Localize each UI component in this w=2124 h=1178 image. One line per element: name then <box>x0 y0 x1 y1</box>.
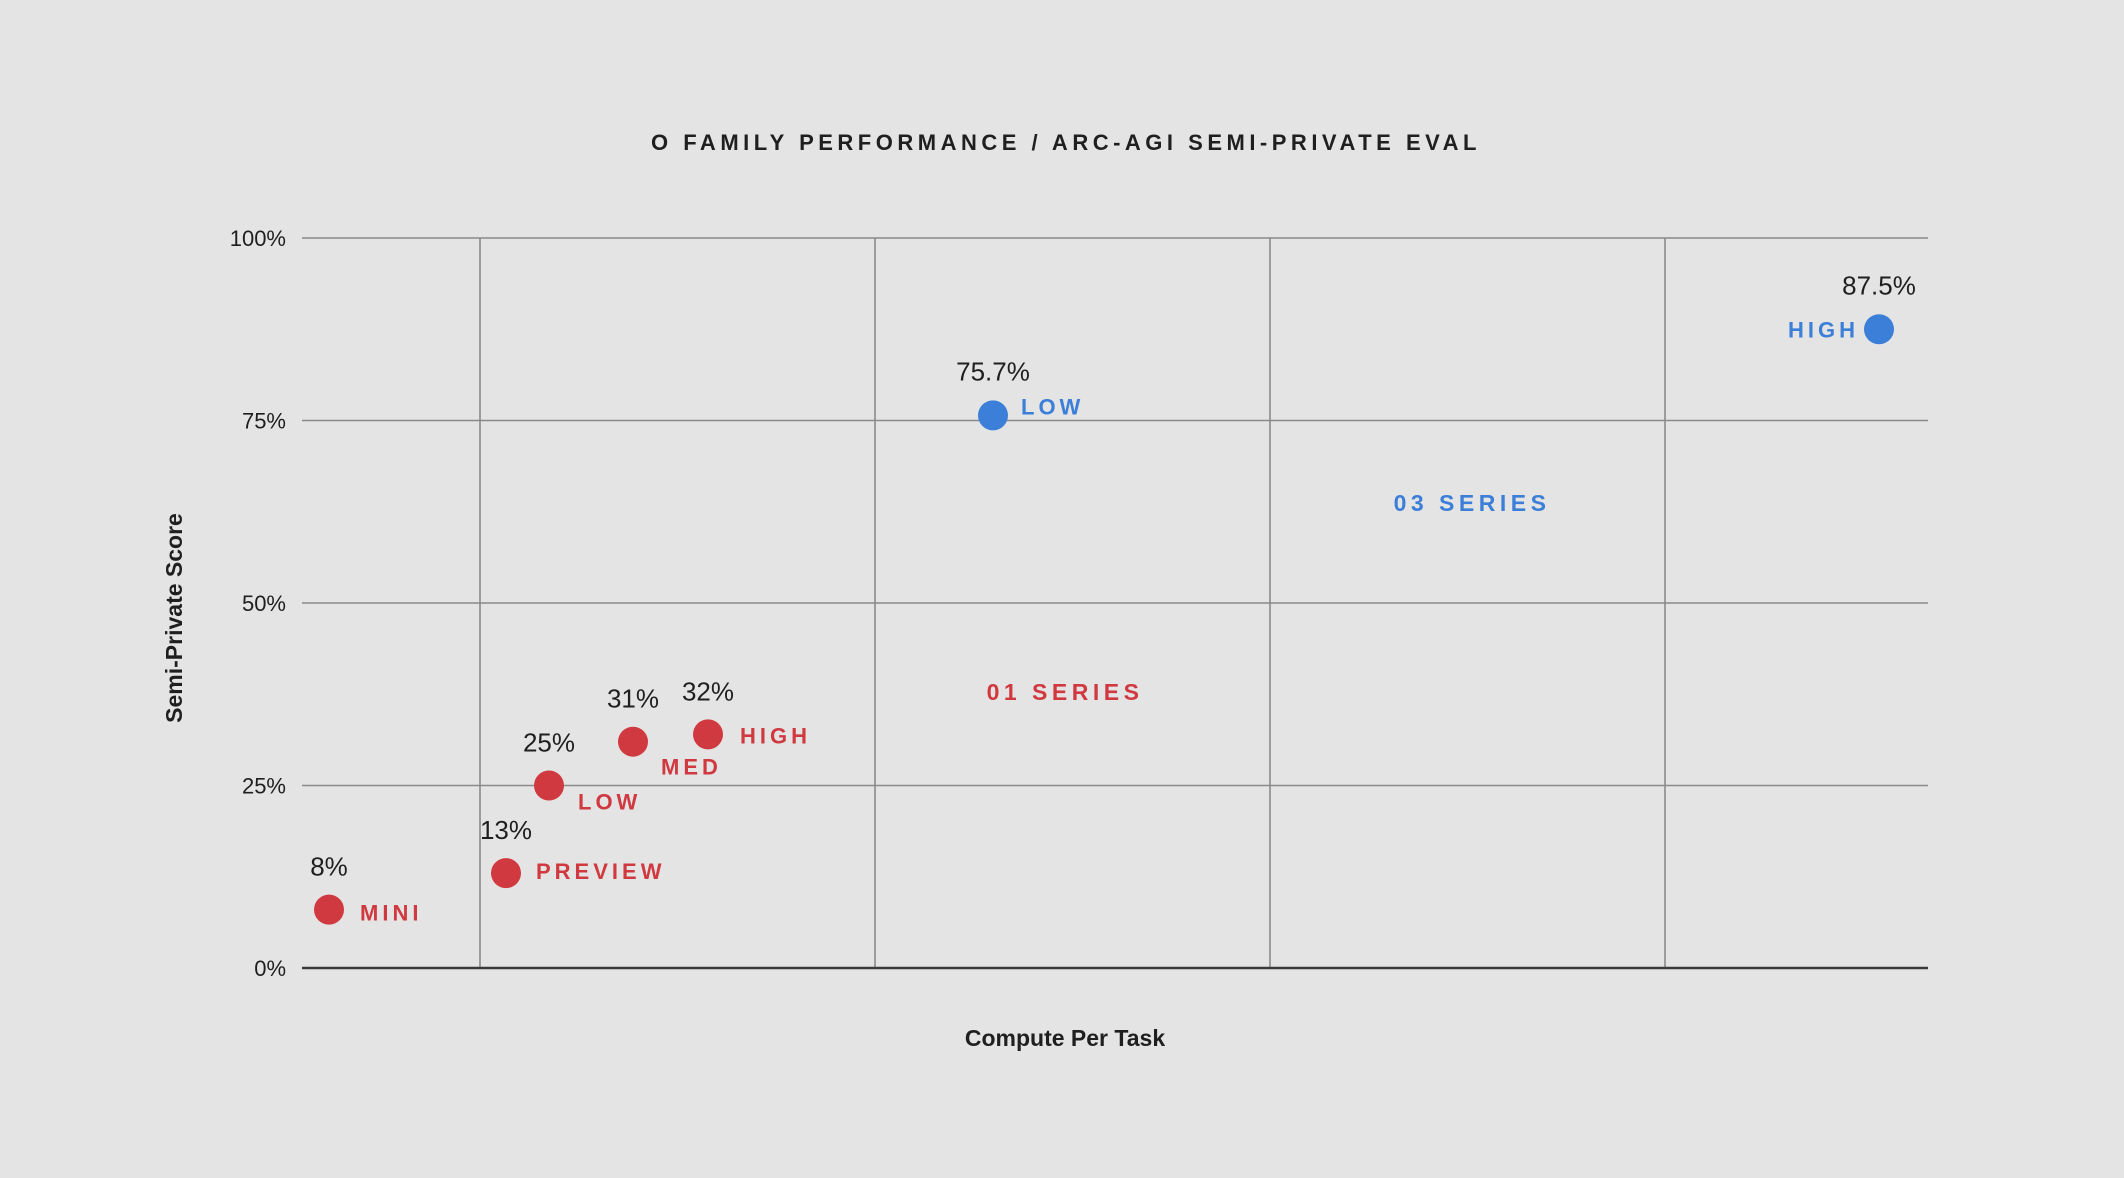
value-label: 8% <box>310 852 348 882</box>
point-label: LOW <box>1021 394 1084 419</box>
data-points <box>314 314 1894 925</box>
y-tick-label: 75% <box>242 409 286 434</box>
chart-title: O FAMILY PERFORMANCE / ARC-AGI SEMI-PRIV… <box>651 130 1481 155</box>
data-point <box>1864 314 1894 345</box>
data-point <box>693 719 723 750</box>
y-axis-label: Semi-Private Score <box>161 513 187 723</box>
value-label: 87.5% <box>1842 270 1916 300</box>
series-label: 01 SERIES <box>987 679 1144 705</box>
value-label: 13% <box>480 815 532 845</box>
value-label: 25% <box>523 728 575 758</box>
data-point <box>618 726 648 757</box>
point-label: HIGH <box>740 723 811 748</box>
y-tick-label: 50% <box>242 591 286 616</box>
data-point <box>534 770 564 801</box>
data-point <box>978 400 1008 431</box>
point-label: MED <box>661 755 722 780</box>
data-point <box>314 894 344 925</box>
data-point <box>491 858 521 889</box>
grid <box>302 237 1928 968</box>
x-axis-label: Compute Per Task <box>965 1025 1165 1051</box>
point-label: PREVIEW <box>536 859 665 884</box>
value-label: 32% <box>682 676 734 706</box>
y-tick-label: 0% <box>254 956 286 981</box>
point-label: MINI <box>360 901 422 926</box>
y-tick-label: 100% <box>230 226 286 251</box>
point-label: HIGH <box>1788 317 1859 342</box>
labels: 0% 25% 50% 75% 100% 01 SERIES 8% MINI 13%PREVIEW… <box>230 226 1916 981</box>
value-label: 31% <box>607 684 659 714</box>
y-tick-label: 25% <box>242 774 286 799</box>
point-label: LOW <box>578 790 641 815</box>
series-label: 03 SERIES <box>1394 490 1551 516</box>
value-label: 75.7% <box>956 356 1030 386</box>
